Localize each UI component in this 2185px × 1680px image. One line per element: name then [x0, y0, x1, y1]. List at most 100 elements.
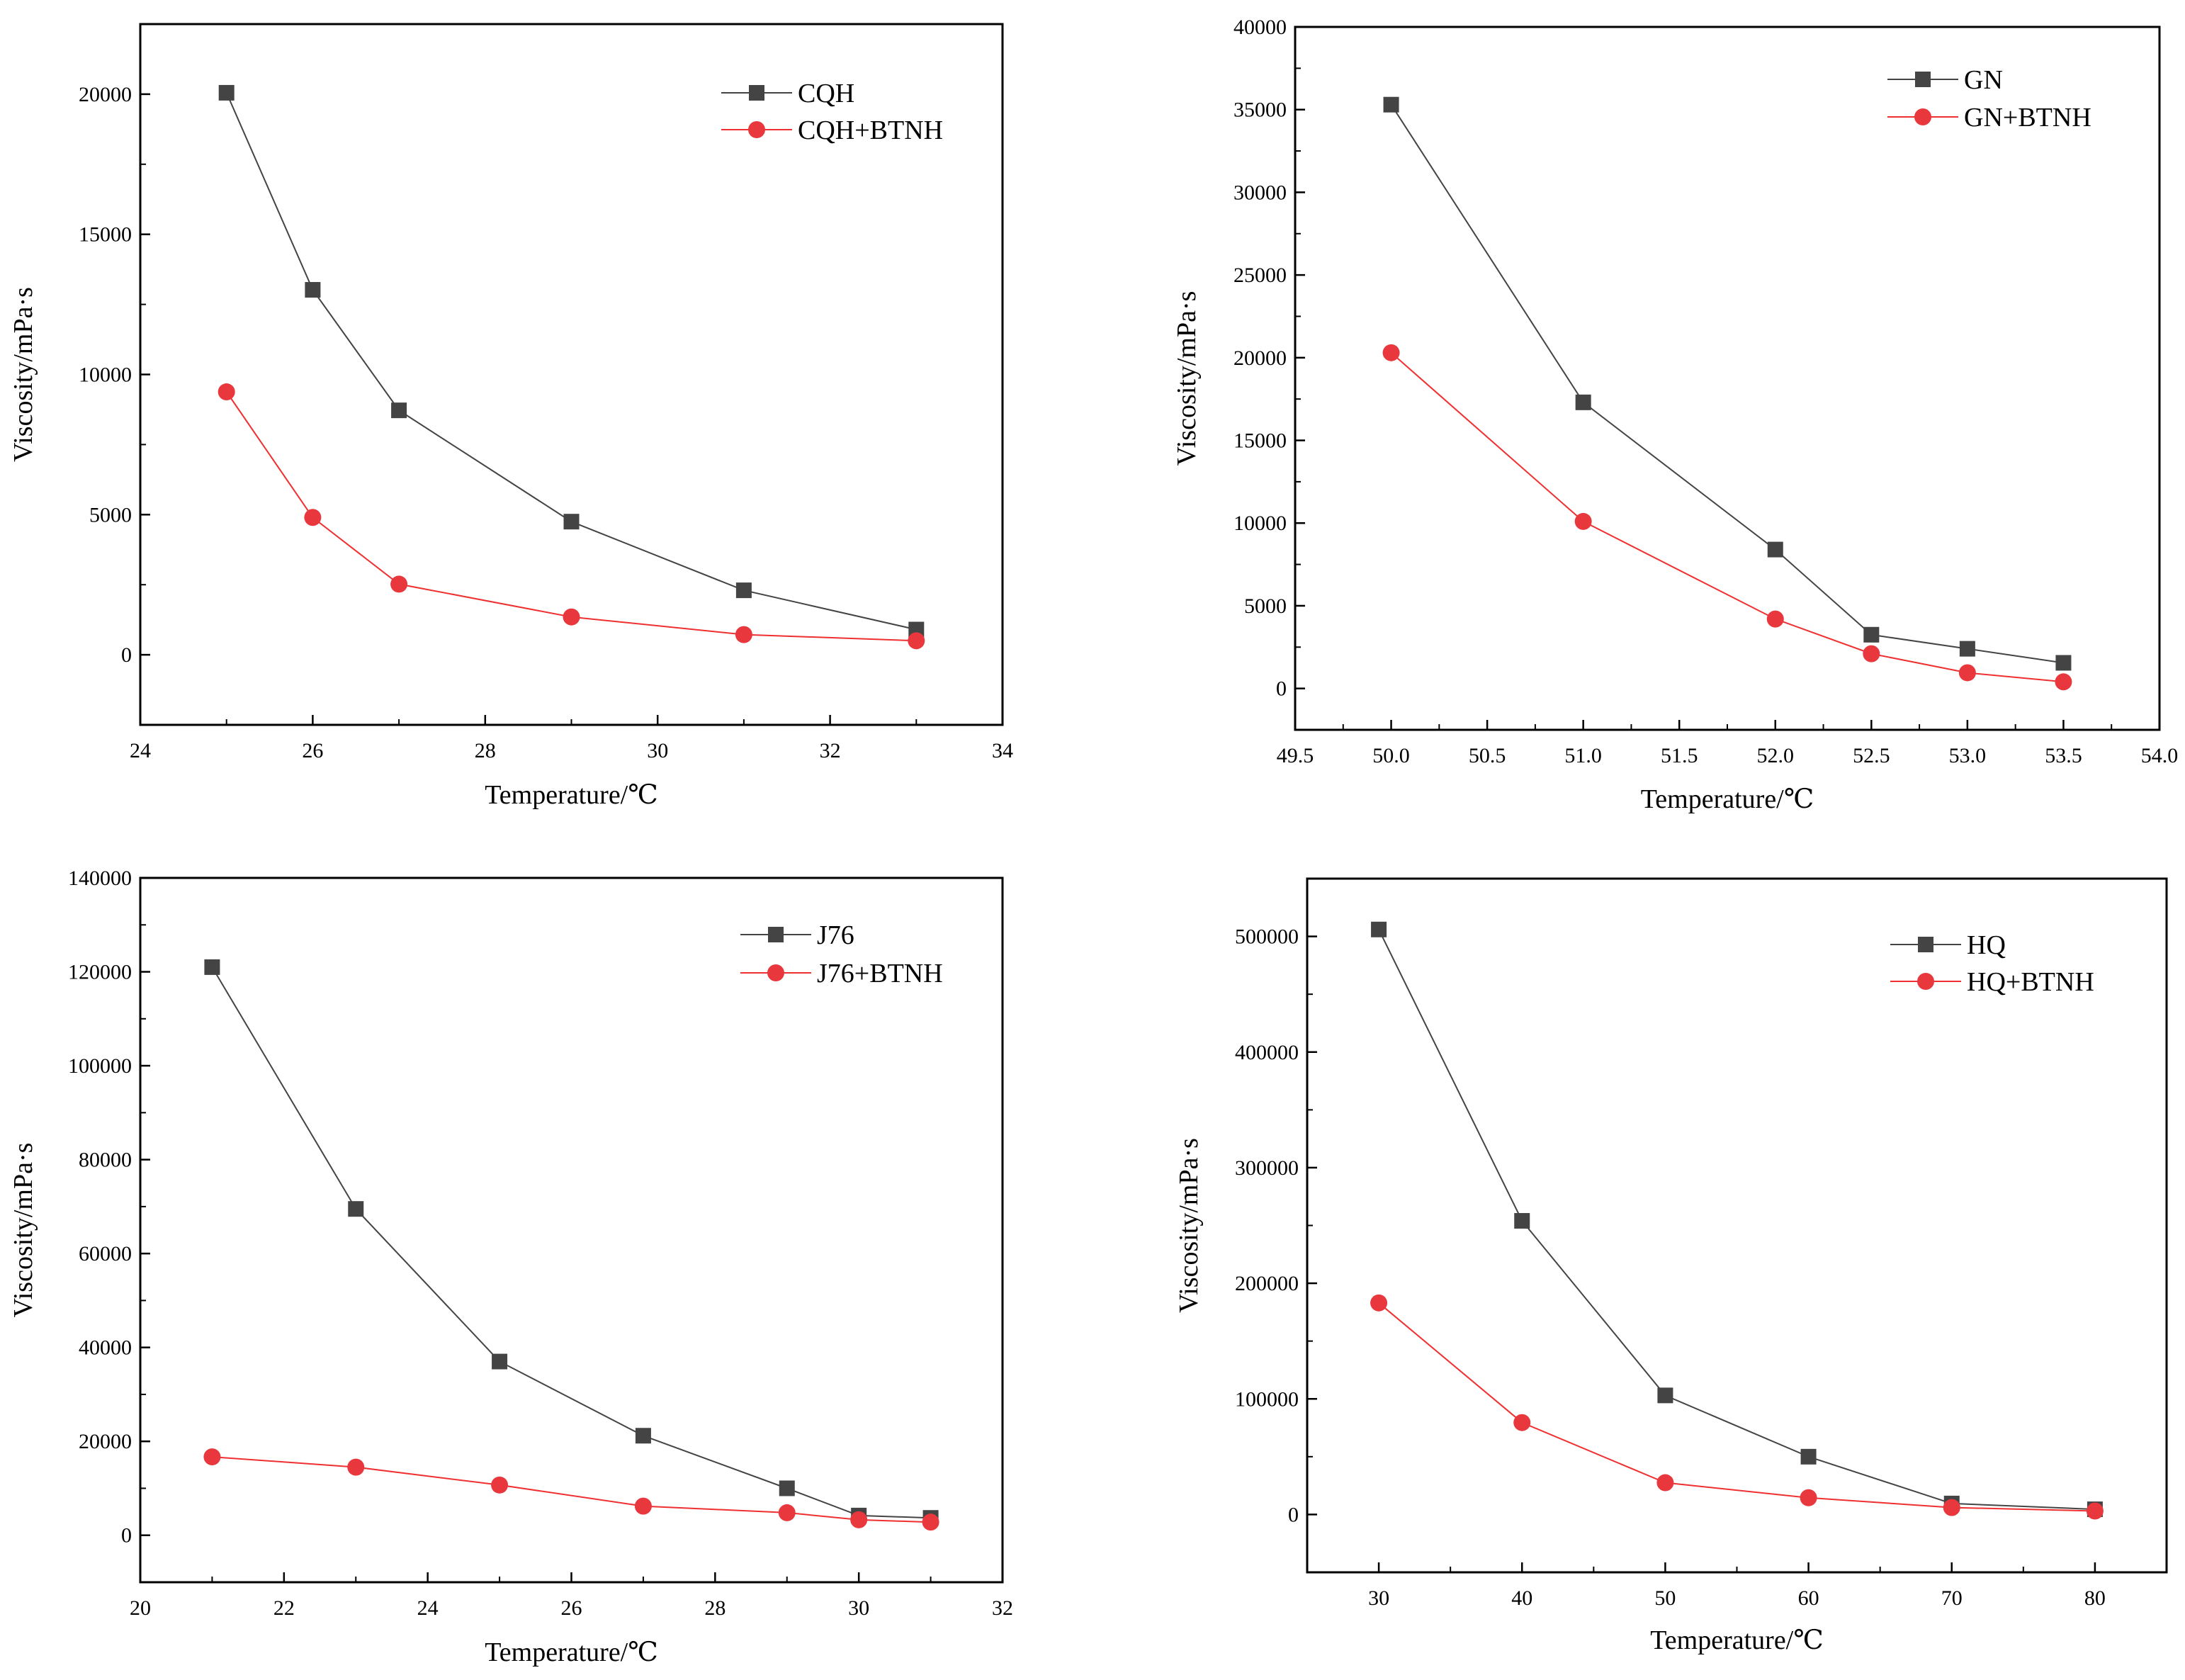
data-point-circle — [1574, 512, 1592, 530]
y-tick-label: 10000 — [79, 363, 132, 387]
x-tick-label: 50.5 — [1469, 744, 1506, 767]
data-point-square — [348, 1201, 364, 1217]
x-tick-label: 30 — [848, 1596, 869, 1620]
y-tick-label: 100000 — [1235, 1387, 1299, 1411]
x-tick-label: 32 — [820, 739, 841, 762]
legend-label: HQ+BTNH — [1967, 967, 2094, 997]
x-tick-label: 51.5 — [1661, 744, 1698, 767]
data-point-circle — [563, 608, 580, 626]
y-tick-label: 5000 — [1244, 594, 1287, 618]
data-point-square — [1383, 96, 1399, 113]
x-axis-title: Temperature/℃ — [485, 1637, 658, 1667]
y-tick-label: 20000 — [1233, 346, 1287, 370]
data-point-circle — [922, 1513, 939, 1531]
x-tick-label: 50.0 — [1372, 744, 1410, 767]
legend-marker-circle — [767, 964, 784, 981]
data-point-square — [1514, 1212, 1530, 1229]
y-axis-title: Viscosity/mPa·s — [1172, 291, 1202, 466]
data-point-circle — [908, 632, 925, 650]
legend-marker-square — [768, 927, 784, 942]
legend-label: HQ — [1967, 930, 2006, 960]
data-point-circle — [1513, 1414, 1531, 1431]
data-point-square — [779, 1480, 795, 1496]
y-axis-title: Viscosity/mPa·s — [9, 1143, 38, 1318]
data-point-circle — [304, 509, 322, 526]
series-base — [204, 959, 939, 1526]
data-point-circle — [1958, 664, 1976, 682]
x-tick-label: 34 — [992, 739, 1013, 762]
data-point-square — [2055, 655, 2072, 671]
x-tick-label: 26 — [561, 1596, 582, 1620]
x-tick-label: 28 — [704, 1596, 725, 1620]
data-point-square — [1371, 921, 1387, 937]
legend-marker-circle — [748, 121, 765, 138]
y-tick-label: 120000 — [68, 961, 132, 984]
x-tick-label: 54.0 — [2141, 744, 2179, 767]
x-axis-title: Temperature/℃ — [1641, 784, 1814, 814]
data-point-square — [1657, 1387, 1673, 1404]
x-tick-label: 28 — [475, 739, 496, 762]
data-point-circle — [347, 1458, 365, 1476]
x-axis-title: Temperature/℃ — [1650, 1625, 1824, 1655]
data-point-square — [735, 582, 752, 599]
x-tick-label: 53.5 — [2045, 744, 2082, 767]
y-tick-label: 25000 — [1233, 264, 1287, 287]
chart-panel-2: 0 5000 10000 15000 20000 25000 30000 35000 40000… — [1172, 16, 2178, 814]
data-point-square — [1959, 641, 1975, 657]
data-point-circle — [491, 1476, 509, 1494]
y-tick-label: 20000 — [79, 1430, 132, 1453]
y-tick-label: 0 — [1288, 1503, 1299, 1526]
data-point-circle — [390, 575, 408, 593]
data-point-square — [1863, 626, 1880, 643]
y-tick-label: 0 — [121, 643, 132, 667]
legend-marker-circle — [1914, 108, 1931, 125]
x-tick-label: 30 — [1368, 1586, 1389, 1610]
y-tick-label: 400000 — [1235, 1041, 1299, 1064]
data-point-square — [204, 959, 220, 975]
x-tick-label: 51.0 — [1564, 744, 1602, 767]
series-line — [211, 966, 931, 1519]
y-tick-label: 60000 — [79, 1242, 132, 1265]
y-tick-label: 10000 — [1233, 512, 1287, 535]
x-tick-label: 30 — [647, 739, 668, 762]
data-point-circle — [203, 1448, 221, 1466]
x-tick-label: 49.5 — [1277, 744, 1314, 767]
series-btnh — [218, 383, 925, 650]
series-line — [1390, 352, 2064, 683]
y-tick-label: 35000 — [1233, 98, 1287, 122]
x-tick-label: 60 — [1798, 1586, 1819, 1610]
series-btnh — [203, 1448, 939, 1531]
x-tick-label: 24 — [130, 739, 151, 762]
x-tick-label: 22 — [273, 1596, 295, 1620]
x-tick-label: 50 — [1654, 1586, 1676, 1610]
chart-panel-1: 0 5000 10000 15000 20000 24 26 28 30 32 34 Temperat… — [9, 23, 1013, 810]
y-tick-label: 15000 — [79, 223, 132, 247]
series-line — [225, 391, 917, 642]
series-line — [1378, 929, 2095, 1511]
data-point-square — [218, 84, 235, 101]
legend-label: J76 — [817, 920, 854, 950]
chart-panel-4: 0 100000 200000 300000 400000 500000 30 40 50 60 7… — [1174, 877, 2168, 1655]
data-point-circle — [218, 383, 235, 401]
data-point-circle — [1382, 344, 1400, 361]
x-tick-label: 52.5 — [1853, 744, 1890, 767]
data-point-circle — [735, 626, 752, 643]
y-tick-label: 0 — [121, 1524, 132, 1547]
data-point-square — [492, 1353, 508, 1370]
legend-marker-square — [1915, 72, 1931, 87]
data-point-circle — [2055, 673, 2072, 691]
data-point-circle — [1656, 1474, 1674, 1492]
legend-marker-square — [749, 85, 764, 101]
y-tick-label: 80000 — [79, 1149, 132, 1172]
data-point-square — [305, 282, 321, 298]
x-tick-label: 53.0 — [1949, 744, 1987, 767]
y-tick-label: 5000 — [89, 503, 132, 526]
x-tick-label: 40 — [1511, 1586, 1532, 1610]
legend-label: CQH — [798, 79, 854, 108]
y-tick-label: 40000 — [1233, 16, 1287, 39]
data-point-square — [1575, 394, 1591, 410]
series-base — [1371, 921, 2103, 1518]
data-point-circle — [1863, 645, 1880, 663]
legend-marker-square — [1918, 937, 1933, 952]
